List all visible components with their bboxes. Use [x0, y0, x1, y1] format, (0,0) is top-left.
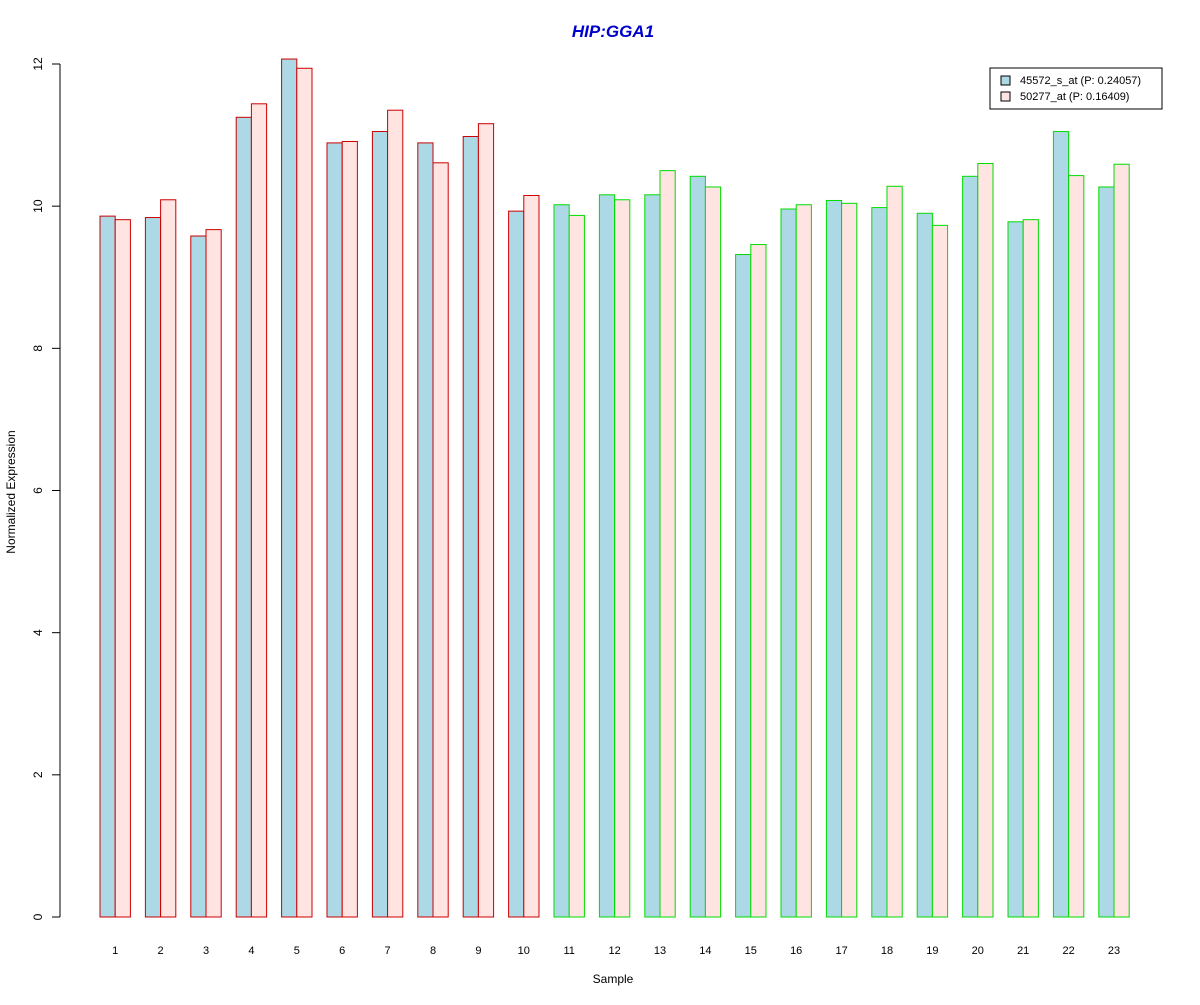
x-tick-label: 19 — [926, 945, 938, 957]
bar-2-sample-14 — [704, 186, 722, 918]
bar-1-sample-18 — [871, 207, 888, 918]
bar-1-sample-16 — [780, 208, 797, 918]
bar-1-sample-10 — [508, 210, 525, 918]
bar-2-sample-3 — [205, 229, 222, 918]
y-tick-label: 8 — [31, 345, 45, 352]
x-tick-labels: 1 2 3 4 5 6 7 8 9 10 11 12 13 14 15 16 17 18 19 20 21 22 23 — [112, 945, 1120, 957]
bar-2-sample-11 — [568, 214, 585, 918]
bar-1-sample-20 — [962, 175, 979, 918]
bar-1-sample-5 — [281, 58, 298, 918]
bar-1-sample-3 — [190, 235, 207, 918]
bar-1-sample-14 — [689, 175, 706, 918]
legend-swatch — [1000, 75, 1011, 86]
x-tick-label: 11 — [563, 945, 574, 957]
bar-2-sample-4 — [250, 103, 268, 918]
chart-title: HIP:GGA1 — [572, 22, 654, 41]
x-tick-label: 3 — [203, 945, 209, 957]
x-tick-label: 1 — [112, 945, 118, 957]
y-tick-label: 12 — [31, 57, 45, 71]
bar-2-sample-21 — [1022, 219, 1039, 918]
x-tick-label: 2 — [158, 945, 164, 957]
x-tick-label: 5 — [294, 945, 300, 957]
bar-1-sample-6 — [326, 142, 343, 918]
bar-1-sample-15 — [735, 254, 752, 918]
y-tick-label: 0 — [31, 913, 45, 920]
bar-2-sample-7 — [387, 109, 404, 918]
x-tick-label: 15 — [745, 945, 757, 957]
bar-2-sample-18 — [886, 185, 903, 918]
bar-1-sample-1 — [99, 215, 116, 918]
bar-1-sample-11 — [553, 204, 570, 918]
bar-1-sample-22 — [1052, 131, 1070, 918]
bar-2-sample-17 — [841, 202, 858, 918]
x-tick-label: 9 — [475, 945, 481, 957]
bar-2-sample-5 — [296, 67, 313, 918]
bar-1-sample-23 — [1098, 186, 1115, 918]
bar-1-sample-9 — [462, 136, 479, 918]
bar-1-sample-19 — [916, 212, 933, 918]
y-tick-label: 2 — [31, 771, 45, 778]
x-axis-label: Sample — [593, 972, 634, 986]
bar-2-sample-2 — [160, 199, 177, 918]
x-tick-label: 6 — [339, 945, 345, 957]
bar-2-sample-16 — [795, 204, 812, 918]
bar-1-sample-13 — [644, 194, 661, 918]
x-tick-label: 18 — [881, 945, 893, 957]
legend-entry-label: 45572_s_at (P: 0.24057) — [1020, 75, 1141, 87]
bar-2-sample-23 — [1113, 163, 1130, 918]
bar-1-sample-21 — [1007, 221, 1024, 918]
x-tick-label: 13 — [654, 945, 666, 957]
y-tick-label: 4 — [31, 629, 45, 636]
x-tick-label: 17 — [835, 945, 847, 957]
legend: 45572_s_at (P: 0.24057) 50277_at (P: 0.16… — [989, 67, 1163, 110]
legend-box — [989, 67, 1163, 110]
bar-1-sample-7 — [371, 131, 389, 918]
x-tick-label: 23 — [1108, 945, 1120, 957]
bar-2-sample-12 — [614, 199, 631, 918]
bar-2-sample-22 — [1068, 175, 1085, 918]
x-tick-label: 20 — [972, 945, 984, 957]
x-tick-label: 10 — [518, 945, 530, 957]
y-tick-label: 6 — [31, 487, 45, 494]
bar-2-sample-6 — [341, 140, 358, 918]
bar-2-sample-15 — [750, 244, 767, 918]
y-axis: 0 2 4 6 8 10 12 — [31, 57, 61, 920]
x-tick-label: 7 — [385, 945, 391, 957]
x-tick-label: 4 — [248, 945, 254, 957]
y-tick-label: 10 — [31, 199, 45, 213]
bar-2-sample-1 — [114, 219, 131, 918]
bar-2-sample-10 — [523, 195, 540, 918]
bars-group — [99, 58, 1130, 918]
x-tick-label: 21 — [1017, 945, 1029, 957]
x-tick-label: 8 — [430, 945, 436, 957]
x-tick-label: 16 — [790, 945, 802, 957]
legend-entry-label: 50277_at (P: 0.16409) — [1020, 91, 1129, 103]
bar-1-sample-17 — [825, 199, 843, 918]
bar-2-sample-8 — [432, 162, 449, 918]
bar-1-sample-8 — [417, 142, 434, 918]
bar-2-sample-13 — [659, 170, 676, 918]
bar-2-sample-19 — [931, 224, 949, 918]
bar-1-sample-2 — [144, 217, 162, 918]
legend-swatch — [1000, 91, 1011, 102]
bar-2-sample-9 — [477, 123, 495, 918]
bar-2-sample-20 — [977, 163, 994, 918]
y-axis-label: Normalized Expression — [4, 430, 18, 553]
bar-1-sample-4 — [235, 116, 252, 918]
bar-1-sample-12 — [598, 194, 616, 918]
x-tick-label: 22 — [1062, 945, 1074, 957]
x-tick-label: 12 — [608, 945, 620, 957]
x-tick-label: 14 — [699, 945, 711, 957]
